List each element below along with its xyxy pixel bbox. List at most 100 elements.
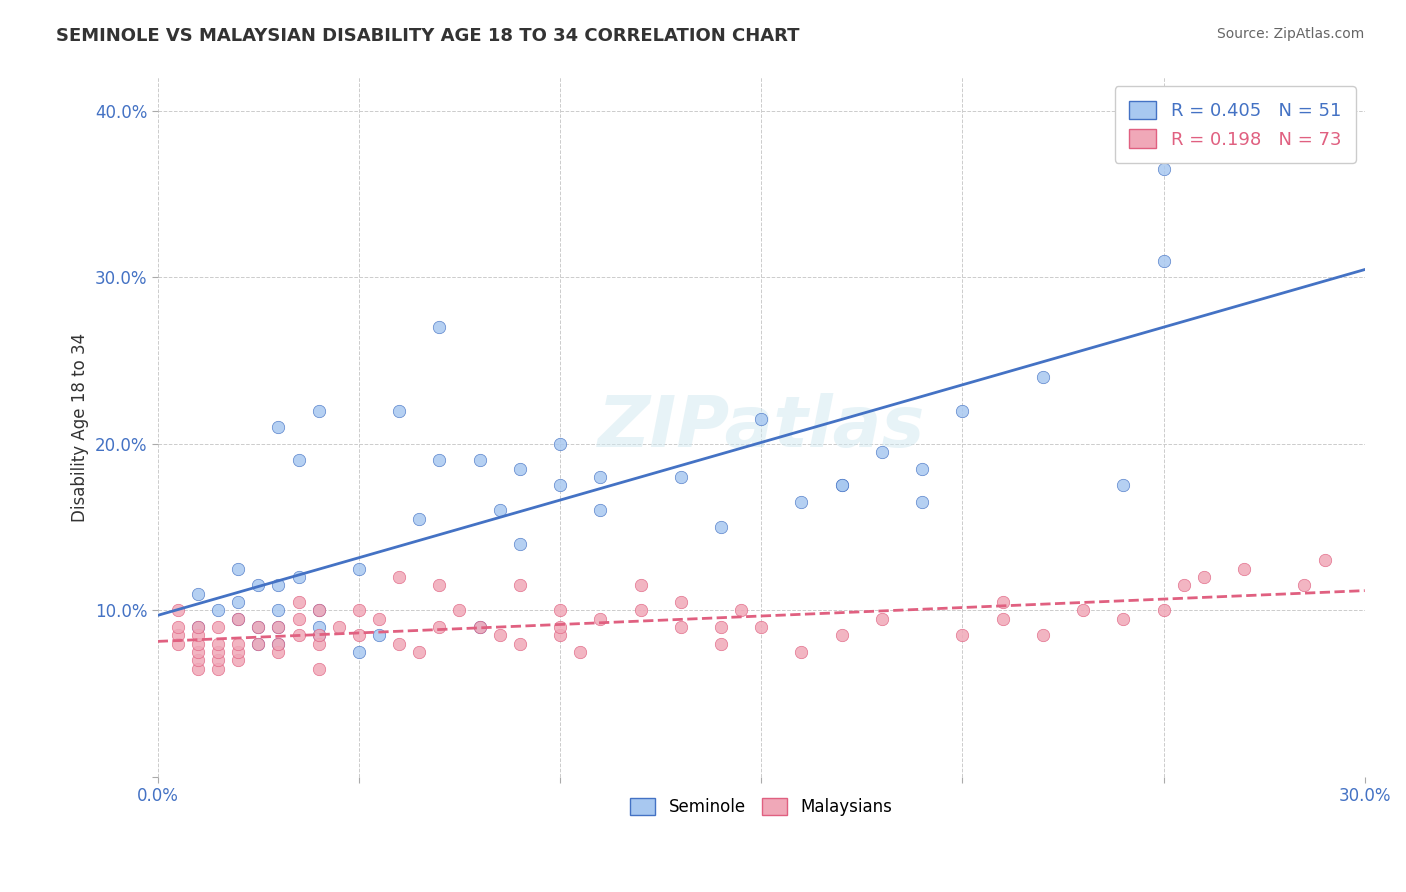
- Point: [207, 637, 229, 651]
- Point: [1032, 628, 1054, 642]
- Point: [247, 620, 270, 634]
- Point: [368, 612, 391, 626]
- Point: [267, 637, 290, 651]
- Point: [226, 637, 249, 651]
- Point: [267, 620, 290, 634]
- Point: [1153, 603, 1175, 617]
- Point: [427, 453, 450, 467]
- Point: [166, 620, 188, 634]
- Point: [166, 603, 188, 617]
- Point: [388, 570, 411, 584]
- Point: [226, 645, 249, 659]
- Point: [308, 628, 330, 642]
- Point: [630, 603, 652, 617]
- Point: [347, 562, 370, 576]
- Point: [730, 603, 752, 617]
- Point: [187, 587, 209, 601]
- Point: [247, 637, 270, 651]
- Point: [630, 578, 652, 592]
- Point: [207, 620, 229, 634]
- Point: [548, 437, 571, 451]
- Point: [287, 453, 309, 467]
- Point: [347, 603, 370, 617]
- Point: [368, 628, 391, 642]
- Point: [408, 512, 430, 526]
- Point: [166, 628, 188, 642]
- Point: [287, 595, 309, 609]
- Text: SEMINOLE VS MALAYSIAN DISABILITY AGE 18 TO 34 CORRELATION CHART: SEMINOLE VS MALAYSIAN DISABILITY AGE 18 …: [56, 27, 800, 45]
- Point: [226, 612, 249, 626]
- Point: [207, 662, 229, 676]
- Point: [950, 403, 973, 417]
- Point: [388, 403, 411, 417]
- Point: [247, 578, 270, 592]
- Point: [1192, 128, 1215, 143]
- Point: [207, 645, 229, 659]
- Point: [468, 620, 491, 634]
- Point: [287, 570, 309, 584]
- Point: [308, 603, 330, 617]
- Point: [589, 503, 612, 517]
- Point: [669, 595, 692, 609]
- Point: [267, 603, 290, 617]
- Point: [831, 478, 853, 492]
- Point: [1112, 612, 1135, 626]
- Point: [187, 637, 209, 651]
- Point: [950, 628, 973, 642]
- Point: [1153, 253, 1175, 268]
- Point: [308, 662, 330, 676]
- Point: [488, 628, 510, 642]
- Point: [267, 420, 290, 434]
- Point: [509, 537, 531, 551]
- Point: [1192, 570, 1215, 584]
- Point: [710, 637, 733, 651]
- Point: [831, 628, 853, 642]
- Text: Source: ZipAtlas.com: Source: ZipAtlas.com: [1216, 27, 1364, 41]
- Point: [749, 412, 772, 426]
- Point: [569, 645, 592, 659]
- Point: [328, 620, 350, 634]
- Point: [710, 620, 733, 634]
- Point: [991, 612, 1014, 626]
- Point: [226, 562, 249, 576]
- Point: [287, 612, 309, 626]
- Point: [408, 645, 430, 659]
- Point: [548, 603, 571, 617]
- Point: [1112, 478, 1135, 492]
- Point: [187, 662, 209, 676]
- Point: [187, 620, 209, 634]
- Point: [347, 628, 370, 642]
- Point: [548, 478, 571, 492]
- Point: [870, 445, 893, 459]
- Point: [187, 620, 209, 634]
- Point: [308, 620, 330, 634]
- Point: [589, 470, 612, 484]
- Point: [187, 628, 209, 642]
- Point: [911, 495, 934, 509]
- Point: [308, 637, 330, 651]
- Point: [267, 620, 290, 634]
- Point: [308, 628, 330, 642]
- Point: [589, 612, 612, 626]
- Y-axis label: Disability Age 18 to 34: Disability Age 18 to 34: [72, 333, 89, 522]
- Point: [1313, 553, 1336, 567]
- Point: [207, 603, 229, 617]
- Point: [187, 645, 209, 659]
- Text: ZIPatlas: ZIPatlas: [598, 392, 925, 462]
- Point: [427, 578, 450, 592]
- Point: [710, 520, 733, 534]
- Point: [468, 620, 491, 634]
- Point: [669, 620, 692, 634]
- Point: [911, 462, 934, 476]
- Point: [790, 645, 813, 659]
- Point: [468, 453, 491, 467]
- Legend: Seminole, Malaysians: Seminole, Malaysians: [621, 789, 901, 824]
- Point: [548, 628, 571, 642]
- Point: [790, 495, 813, 509]
- Point: [287, 628, 309, 642]
- Point: [449, 603, 471, 617]
- Point: [1153, 161, 1175, 176]
- Point: [669, 470, 692, 484]
- Point: [548, 620, 571, 634]
- Point: [509, 462, 531, 476]
